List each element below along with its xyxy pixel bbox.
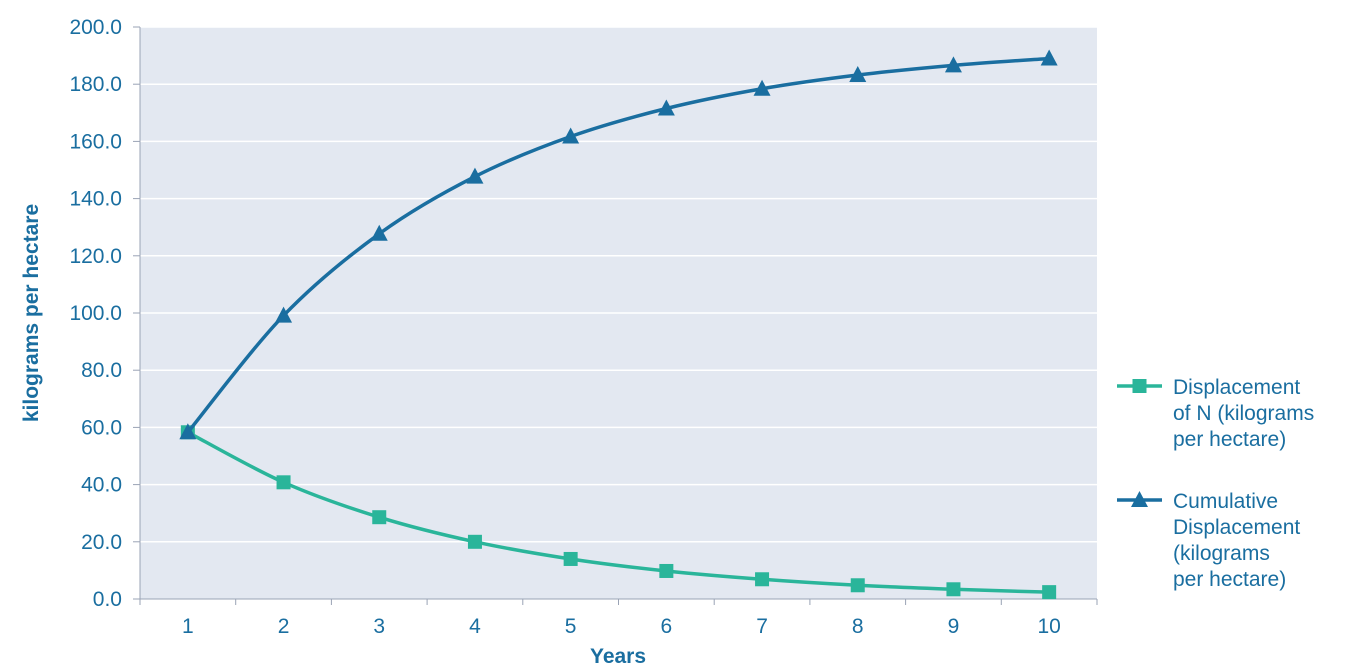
- legend-label: per hectare): [1173, 428, 1286, 451]
- series-line-1: [187, 430, 1050, 594]
- series-2-point: [370, 224, 388, 241]
- y-axis-tick-labels: 0.0 20.0 40.0 60.0 80.0 100.0 120.0 140.0 160.0 1…: [69, 16, 122, 611]
- legend-marker: [1131, 491, 1148, 507]
- series-1-point: [850, 578, 865, 593]
- series-2-point: [275, 306, 293, 323]
- x-tick-label: 6: [661, 615, 673, 638]
- series-2-point: [849, 66, 867, 83]
- y-tick-label: 200.0: [69, 16, 122, 39]
- series-group: [179, 49, 1058, 600]
- y-tick-label: 120.0: [69, 245, 122, 268]
- x-tick-label: 9: [948, 615, 960, 638]
- x-tick-label: 2: [278, 615, 290, 638]
- series-1-point: [755, 572, 770, 587]
- x-axis-title: Years: [590, 645, 646, 668]
- x-axis-tick-labels: 1 2 3 4 5 6 7 8 9 10: [182, 615, 1061, 638]
- series-2-point: [944, 56, 962, 73]
- axes: [133, 26, 1098, 605]
- x-tick-label: 7: [756, 615, 768, 638]
- series-line-2: [186, 56, 1050, 434]
- series-1-point: [946, 582, 961, 597]
- legend-label: (kilograms: [1173, 542, 1270, 565]
- legend-label: Displacement: [1173, 376, 1300, 399]
- y-tick-label: 80.0: [81, 359, 122, 382]
- gridlines: [140, 26, 1097, 543]
- legend-marker: [1132, 379, 1147, 393]
- y-tick-label: 140.0: [69, 188, 122, 211]
- y-tick-label: 40.0: [81, 474, 122, 497]
- y-tick-label: 180.0: [69, 73, 122, 96]
- series-2-point: [753, 79, 771, 96]
- legend-label: Cumulative: [1173, 490, 1278, 513]
- series-1-point: [659, 563, 674, 578]
- legend-label: Displacement: [1173, 516, 1300, 539]
- series-2-point: [562, 127, 580, 144]
- x-tick-label: 5: [565, 615, 577, 638]
- legend-label: of N (kilograms: [1173, 402, 1314, 425]
- y-axis-title: kilograms per hectare: [20, 204, 43, 422]
- x-tick-label: 10: [1037, 615, 1060, 638]
- series-2-point: [657, 99, 675, 116]
- x-tick-label: 1: [182, 615, 194, 638]
- y-tick-label: 60.0: [81, 416, 122, 439]
- series-1-point: [1042, 585, 1057, 600]
- y-tick-label: 160.0: [69, 130, 122, 153]
- x-tick-label: 3: [373, 615, 385, 638]
- x-tick-label: 8: [852, 615, 864, 638]
- y-tick-label: 0.0: [93, 588, 122, 611]
- legend-label: per hectare): [1173, 568, 1286, 591]
- series-1-point: [563, 551, 578, 566]
- series-2-point: [1040, 49, 1058, 66]
- y-tick-label: 20.0: [81, 531, 122, 554]
- series-2-point: [466, 167, 484, 184]
- x-tick-label: 4: [469, 615, 481, 638]
- series-1-point: [276, 475, 291, 490]
- series-1-point: [467, 534, 482, 549]
- legend: Displacement of N (kilograms per hectare) C…: [1117, 376, 1314, 591]
- series-1-point: [372, 510, 387, 525]
- y-tick-label: 100.0: [69, 302, 122, 325]
- series-2-point: [179, 423, 197, 440]
